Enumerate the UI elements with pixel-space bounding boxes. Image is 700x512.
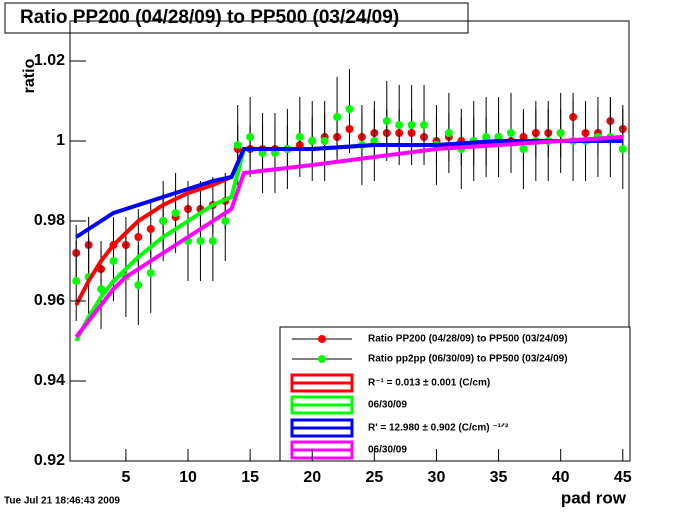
x-tick-label: 40	[552, 469, 570, 486]
x-tick-label: 20	[303, 469, 321, 486]
x-tick-label: 45	[614, 469, 632, 486]
data-point	[233, 141, 242, 149]
y-tick-label: 1	[56, 132, 65, 149]
fit-line	[74, 135, 623, 339]
data-point	[146, 225, 155, 233]
y-tick-label: 0.96	[34, 292, 65, 309]
data-point	[320, 137, 329, 145]
legend-box	[279, 326, 631, 462]
data-point	[159, 217, 168, 225]
x-tick-label: 30	[428, 469, 446, 486]
y-axis-label: ratio	[21, 58, 38, 93]
data-point	[407, 121, 416, 129]
legend-marker	[318, 355, 326, 363]
marks	[72, 69, 627, 342]
legend-label: Ratio PP200 (04/28/09) to PP500 (03/24/0…	[368, 334, 568, 345]
data-point	[506, 129, 515, 137]
data-point	[618, 145, 627, 153]
legend-marker	[318, 335, 326, 343]
y-tick-label: 1.02	[34, 52, 65, 69]
data-point	[208, 237, 217, 245]
legend-label: 06/30/09	[368, 400, 407, 411]
data-point	[97, 285, 106, 293]
data-point	[134, 281, 143, 289]
x-tick-label: 15	[241, 469, 259, 486]
data-point	[134, 233, 143, 241]
y-tick-label: 0.94	[34, 372, 65, 389]
data-point	[519, 145, 528, 153]
data-point	[395, 121, 404, 129]
data-point	[146, 269, 155, 277]
title-box	[4, 2, 469, 34]
x-axis-label: pad row	[561, 488, 627, 507]
legend-label: 06/30/09	[368, 445, 407, 456]
data-point	[221, 217, 230, 225]
legend-label: R' = 12.980 ± 0.902 (C/cm) ⁻¹ᐟ²	[368, 423, 509, 434]
data-point	[72, 277, 81, 285]
data-point	[246, 133, 255, 141]
data-point	[345, 105, 354, 113]
data-point	[308, 137, 317, 145]
fit-line	[74, 135, 623, 342]
data-point	[333, 113, 342, 121]
data-point	[109, 257, 118, 265]
legend-label: Ratio pp2pp (06/30/09) to PP500 (03/24/0…	[368, 354, 568, 365]
data-point	[382, 117, 391, 125]
timestamp: Tue Jul 21 18:46:43 2009	[4, 496, 120, 507]
x-tick-label: 5	[121, 469, 130, 486]
legend: Ratio PP200 (04/28/09) to PP500 (03/24/0…	[290, 334, 568, 460]
chart-title: Ratio PP200 (04/28/09) to PP500 (03/24/0…	[20, 7, 399, 28]
data-point	[295, 133, 304, 141]
y-tick-label: 0.92	[34, 452, 65, 469]
data-point	[444, 129, 453, 137]
data-point	[420, 121, 429, 129]
x-tick-label: 25	[365, 469, 383, 486]
data-point	[556, 129, 565, 137]
data-point	[196, 237, 205, 245]
x-tick-label: 35	[490, 469, 508, 486]
data-point	[482, 133, 491, 141]
fit-line	[75, 139, 623, 239]
legend-label: R⁻¹ = 0.013 ± 0.001 (C/cm)	[368, 378, 490, 389]
y-tick-label: 0.98	[34, 212, 65, 229]
x-tick-label: 10	[179, 469, 197, 486]
data-point	[171, 209, 180, 217]
